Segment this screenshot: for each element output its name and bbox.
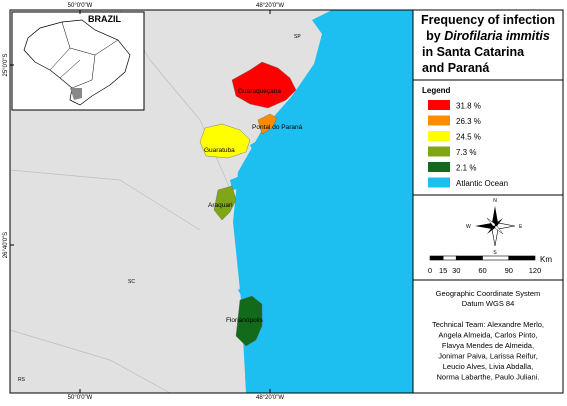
scale-segment xyxy=(455,255,483,261)
scale-label: 120 xyxy=(529,266,542,275)
team-text: Norma Labarthe, Paulo Juliani. xyxy=(437,373,540,382)
legend-label: 26.3 % xyxy=(456,117,481,126)
region-label: Araquari xyxy=(208,202,233,209)
region xyxy=(231,61,297,109)
scale-segment xyxy=(482,255,510,261)
scale-segment xyxy=(442,255,457,261)
team-text: Flavya Mendes de Almeida, xyxy=(442,341,534,350)
scale-label: 60 xyxy=(478,266,486,275)
legend-swatch xyxy=(428,177,450,188)
compass-arrow xyxy=(475,223,495,229)
scale-label: 90 xyxy=(505,266,513,275)
scale-label: 0 xyxy=(428,266,432,275)
team-text: Jonimar Paiva, Larissa Reifur, xyxy=(438,352,538,361)
legend-label: 7.3 % xyxy=(456,148,476,157)
brazil-states xyxy=(49,21,119,89)
compass-arrow xyxy=(495,218,503,226)
coordinate-label: 25°0'0"S xyxy=(3,53,9,76)
compass: N S E W xyxy=(466,198,523,256)
scale-segment xyxy=(508,255,536,261)
compass-arrow xyxy=(487,226,495,234)
region xyxy=(213,185,237,221)
coordinate-label: 50°0'0"W xyxy=(68,395,93,401)
coordinate-label: 26°40'0"S xyxy=(3,232,9,258)
title: and Paraná xyxy=(422,61,489,75)
team-text: Leucio Alves, Livia Abdalla, xyxy=(443,362,533,371)
title: in Santa Catarina xyxy=(422,45,525,59)
scale-label: 15 xyxy=(439,266,447,275)
legend-label: 2.1 % xyxy=(456,164,476,173)
scale-label: 30 xyxy=(452,266,460,275)
legend-swatch xyxy=(428,100,450,110)
panel-frame xyxy=(412,9,564,394)
title-part: by xyxy=(426,29,441,43)
legend-title: Legend xyxy=(422,86,451,95)
place-label: SP xyxy=(294,34,301,40)
place-label: SC xyxy=(128,279,135,285)
team-text: Technical Team: Alexandre Merlo, xyxy=(432,320,544,329)
coordinate-label: 48°20'0"W xyxy=(256,3,284,9)
scale-unit: Km xyxy=(540,255,552,264)
legend-label: Atlantic Ocean xyxy=(456,179,508,188)
region xyxy=(235,295,263,347)
compass-label: W xyxy=(466,224,471,230)
regions: Guaraqueçaba Pontal do Paraná Guaratuba Ara… xyxy=(199,61,303,347)
legend-swatch xyxy=(428,131,450,141)
region-label: Florianópolis xyxy=(226,317,264,324)
legend-label: 24.5 % xyxy=(456,133,481,142)
coordinate-label: 48°20'0"W xyxy=(256,395,284,401)
compass-arrow xyxy=(492,206,498,226)
inset-map: BRAZIL xyxy=(11,11,145,111)
compass-label: S xyxy=(493,250,497,256)
region-label: Pontal do Paraná xyxy=(252,124,303,131)
title: by Dirofilaria immitis xyxy=(426,29,550,43)
coordinate-label: 50°0'0"W xyxy=(68,3,93,9)
scale-segment xyxy=(429,255,444,261)
legend-label: 31.8 % xyxy=(456,102,481,111)
legend-swatch xyxy=(428,146,450,157)
title-species: Dirofilaria immitis xyxy=(444,29,550,43)
place-label: RS xyxy=(18,377,26,383)
bays xyxy=(230,138,268,300)
compass-arrow xyxy=(486,217,496,227)
ocean xyxy=(233,10,413,393)
region xyxy=(257,113,278,135)
scale-bar: 0 15 30 60 90 120 xyxy=(428,255,542,275)
compass-label: N xyxy=(493,198,497,204)
team-text: Angela Almeida, Carlos Pinto, xyxy=(438,331,537,340)
compass-label: E xyxy=(519,224,523,230)
info-text: Geographic Coordinate System xyxy=(436,289,541,298)
inset-label: BRAZIL xyxy=(88,14,121,24)
region-label: Guaraqueçaba xyxy=(238,88,281,95)
info-text: Datum WGS 84 xyxy=(462,299,515,308)
title: Frequency of infection xyxy=(421,13,555,27)
study-area xyxy=(70,88,82,100)
region-label: Guaratuba xyxy=(204,147,235,154)
legend-swatch xyxy=(428,115,450,126)
legend-swatch xyxy=(428,162,450,172)
region xyxy=(199,123,251,159)
